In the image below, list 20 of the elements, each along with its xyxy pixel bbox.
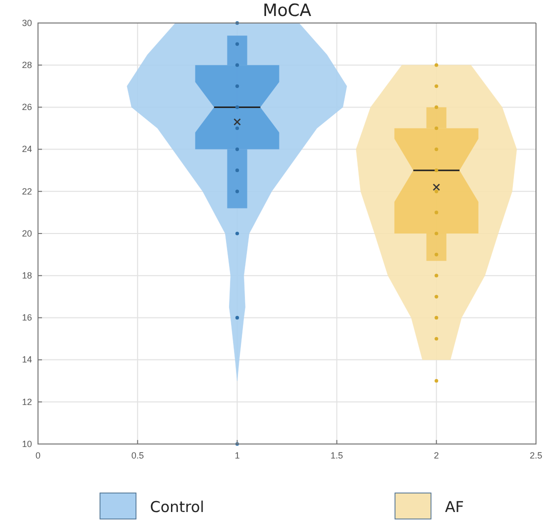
y-tick-label: 12 — [22, 396, 32, 407]
y-tick-label: 26 — [22, 102, 32, 112]
y-tick-label: 14 — [22, 354, 32, 365]
chart-title: MoCA — [262, 1, 312, 21]
y-tick-label: 22 — [22, 186, 32, 196]
x-tick-label: 1.5 — [330, 450, 344, 460]
y-tick-label: 24 — [22, 144, 32, 154]
y-tick-label: 10 — [22, 438, 32, 449]
x-tick-label: 2 — [434, 450, 439, 460]
legend-label: AF — [445, 498, 464, 516]
x-tick-label: 2.5 — [530, 450, 542, 460]
y-tick-label: 18 — [22, 270, 32, 280]
x-tick-label: 0.5 — [131, 450, 144, 460]
x-tick-label: 0 — [35, 450, 41, 460]
legend-label: Control — [150, 498, 204, 516]
x-tick-label: 1 — [234, 450, 240, 460]
y-tick-label: 20 — [22, 228, 32, 238]
y-tick-label: 16 — [22, 312, 32, 323]
y-tick-label: 28 — [22, 60, 32, 70]
y-tick-label: 30 — [22, 18, 32, 28]
